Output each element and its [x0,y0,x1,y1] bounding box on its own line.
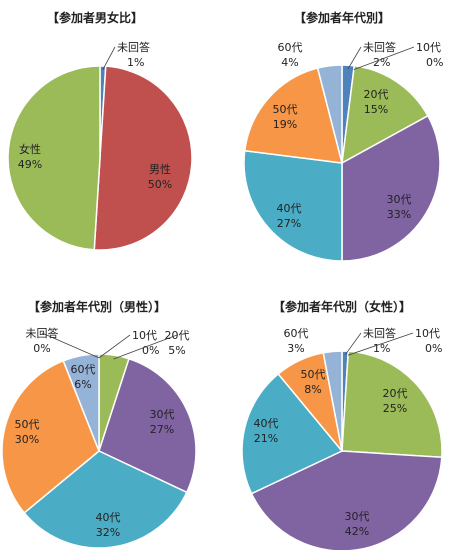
slice-label: 男性 [149,162,171,176]
pie-slice-4 [98,357,197,494]
slice-percent: 8% [304,383,321,396]
slice-percent: 5% [168,344,185,357]
chart-title: 【参加者年代別】 [294,10,390,25]
slice-percent: 42% [345,525,369,538]
pie-slice-5 [243,149,343,262]
leader-line [98,334,131,359]
slice-label: 60代 [284,327,309,340]
pie-slice-7 [322,350,343,452]
slice-label: 50代 [301,368,326,381]
leader-line [113,334,178,360]
pie-chart-3: 【参加者年代別（男性）】未回答 0% 10代 0% 20代 5% 30代 27% 40代 32% 5… [1,299,197,549]
slice-percent: 3% [287,342,304,355]
pie-chart-2: 【参加者年代別】未回答 2% 10代 0% 20代 15% 30代 33% 40代 27% 50代 1… [243,10,443,262]
slice-percent: 1% [127,56,144,69]
slice-label: 40代 [254,417,279,430]
slice-label: 60代 [278,41,303,54]
slice-label: 30代 [150,408,175,421]
slice-percent: 0% [426,56,443,69]
leader-line [41,332,100,359]
slice-percent: 33% [387,208,411,221]
slice-percent: 0% [142,344,159,357]
pie-slice-4 [250,450,443,550]
slice-label: 10代 [416,41,441,54]
slice-percent: 50% [148,178,172,191]
pie-slice-3 [341,64,429,165]
slice-label: 40代 [96,511,121,524]
slice-percent: 4% [281,56,298,69]
chart-title: 【参加者男女比】 [47,10,143,25]
leader-line [347,46,362,70]
chart-title: 【参加者年代別（女性）】 [273,299,411,314]
pie-slice-7 [62,353,100,452]
slice-percent: 19% [273,118,297,131]
slice-label: 未回答 [363,40,396,54]
leader-line [353,46,415,71]
slice-label: 30代 [387,193,412,206]
slice-label: 女性 [19,142,41,156]
slice-percent: 30% [15,433,39,446]
slice-label: 60代 [71,363,96,376]
leader-line [102,46,116,70]
slice-percent: 6% [74,378,91,391]
pie-slice-5 [23,450,188,549]
pie-chart-1: 【参加者男女比】未回答 1% 男性 50% 女性 49% [7,10,193,251]
slice-percent: 27% [277,217,301,230]
leader-line [347,332,414,356]
pie-slice-5 [241,372,344,495]
slice-percent: 15% [364,103,388,116]
slice-percent: 27% [150,423,174,436]
slice-percent: 49% [18,158,42,171]
pie-slice-3 [341,350,443,459]
chart-title: 【参加者年代別（男性）】 [28,299,166,314]
pie-slice-4 [341,114,441,262]
slice-label: 未回答 [26,326,59,340]
slice-label: 未回答 [363,326,396,340]
slice-label: 20代 [383,387,408,400]
slice-label: 30代 [345,510,370,523]
slice-percent: 32% [96,526,120,539]
slice-percent: 25% [383,402,407,415]
slice-percent: 21% [254,432,278,445]
slice-label: 未回答 [117,40,150,54]
slice-label: 20代 [364,88,389,101]
pie-slice-6 [1,359,100,514]
pie-slice-6 [243,67,344,164]
slice-label: 10代 [415,327,440,340]
slice-label: 10代 [132,329,157,342]
slice-label: 50代 [273,103,298,116]
slice-percent: 0% [33,342,50,355]
leader-line [344,332,362,356]
slice-label: 50代 [15,418,40,431]
slice-percent: 0% [425,342,442,355]
pie-slice-2 [93,65,193,251]
pie-chart-4: 【参加者年代別（女性）】未回答1%10代0%20代25%30代42%40代21%… [241,299,443,550]
slice-percent: 2% [373,56,390,69]
slice-label: 20代 [165,329,190,342]
pie-slice-7 [316,64,343,164]
slice-label: 40代 [277,202,302,215]
pie-slice-3 [7,65,101,251]
